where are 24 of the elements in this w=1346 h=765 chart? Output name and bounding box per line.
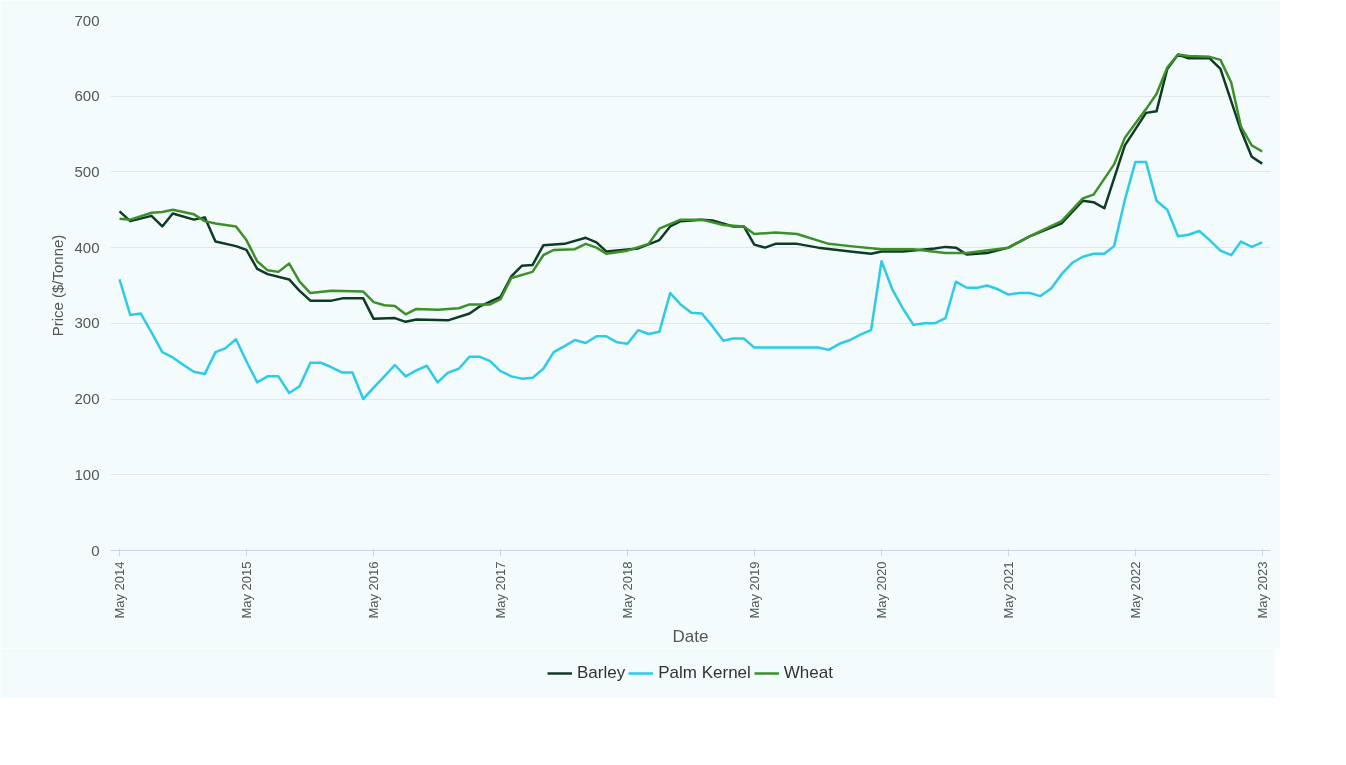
x-axis-title: Date <box>672 626 709 646</box>
y-tick-label: 200 <box>74 390 100 408</box>
x-tick-label: May 2021 <box>1000 561 1016 619</box>
y-tick-label: 300 <box>74 314 100 332</box>
legend-label: Palm Kernel <box>658 663 751 683</box>
x-tick-label: May 2018 <box>619 561 635 619</box>
x-tick-label: May 2019 <box>746 561 762 619</box>
y-tick-label: 100 <box>74 465 100 483</box>
y-tick-label: 500 <box>74 162 100 180</box>
x-tick-label: May 2023 <box>1254 561 1270 619</box>
line-series <box>118 160 1264 401</box>
x-tick-label: May 2022 <box>1127 561 1143 619</box>
y-tick-label: 0 <box>91 541 100 559</box>
y-axis-title: Price ($/Tonne) <box>49 234 67 337</box>
legend-label: Wheat <box>783 663 833 683</box>
y-tick-label: 700 <box>74 11 100 29</box>
legend-label: Barley <box>577 663 626 683</box>
y-tick-label: 600 <box>74 87 100 105</box>
x-tick-label: May 2016 <box>366 561 382 619</box>
x-tick-label: May 2017 <box>493 561 509 619</box>
x-tick-label: May 2020 <box>874 561 890 619</box>
x-tick-label: May 2015 <box>238 561 254 619</box>
y-tick-label: 400 <box>74 238 100 256</box>
x-tick-label: May 2014 <box>112 561 128 619</box>
